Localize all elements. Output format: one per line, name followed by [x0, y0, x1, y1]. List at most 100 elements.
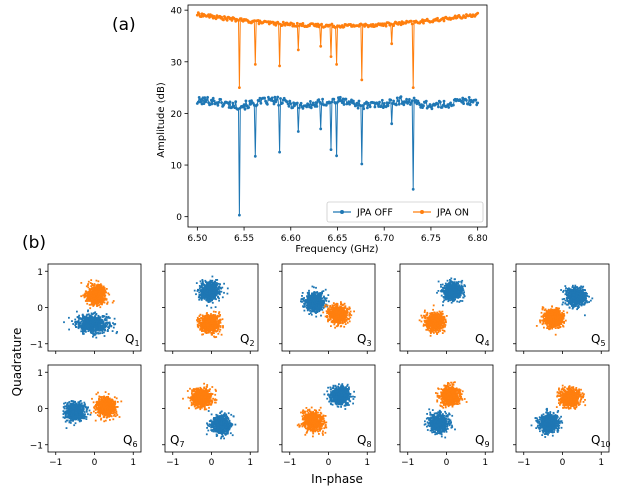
iq-point: [217, 332, 220, 335]
data-point: [332, 97, 336, 101]
iq-point: [198, 298, 201, 301]
data-point: [342, 25, 346, 29]
iq-point: [95, 336, 98, 339]
iq-point: [89, 307, 92, 310]
iq-point: [106, 301, 109, 304]
iq-point: [108, 293, 111, 296]
iq-point: [82, 327, 85, 330]
iq-point: [81, 313, 84, 316]
iq-point: [210, 318, 212, 321]
iq-point: [223, 282, 225, 285]
iq-point: [204, 327, 206, 329]
iq-point: [219, 319, 222, 321]
data-point: [380, 98, 384, 102]
iq-point: [103, 297, 106, 300]
iq-point: [208, 330, 211, 332]
series-jpa-on: [195, 11, 480, 89]
iq-point: [208, 292, 211, 295]
qubit-label: Q2: [240, 332, 255, 348]
iq-point: [211, 327, 214, 330]
iq-point: [341, 313, 344, 316]
panel-a-ytick-label: 40: [171, 7, 183, 17]
iq-point: [329, 305, 332, 307]
iq-point: [88, 318, 91, 321]
iq-point: [316, 308, 318, 310]
iq-point: [198, 318, 201, 321]
iq-point: [87, 286, 90, 289]
iq-point: [82, 315, 84, 318]
iq-point: [201, 330, 203, 332]
iq-point: [332, 311, 334, 313]
iq-point: [88, 289, 91, 292]
iq-point: [336, 303, 339, 305]
iq-point: [201, 333, 203, 336]
data-point: [206, 96, 210, 99]
data-point: [238, 86, 241, 89]
data-point: [287, 104, 291, 108]
iq-point: [327, 294, 330, 296]
data-point: [376, 102, 380, 106]
iq-point: [113, 323, 115, 326]
data-point: [408, 98, 411, 101]
iq-point: [92, 284, 95, 287]
iq-point: [218, 324, 220, 327]
data-point: [211, 96, 215, 100]
iq-point: [324, 304, 327, 306]
iq-point: [207, 323, 210, 326]
data-point: [352, 99, 355, 103]
data-point: [198, 100, 202, 104]
iq-point: [90, 285, 93, 288]
iq-point: [214, 294, 216, 297]
iq-point: [87, 283, 90, 285]
iq-point: [87, 291, 89, 294]
iq-point: [87, 310, 89, 313]
iq-point: [98, 325, 101, 328]
iq-point: [333, 304, 335, 307]
iq-point: [202, 286, 204, 289]
iq-point: [316, 299, 319, 302]
iq-point: [211, 324, 214, 327]
iq-point: [84, 290, 87, 293]
iq-point: [330, 325, 332, 327]
data-point: [442, 19, 446, 23]
iq-point: [212, 298, 215, 300]
iq-point: [340, 301, 342, 303]
iq-point: [93, 312, 95, 314]
iq-point: [218, 285, 221, 288]
data-point: [392, 99, 395, 103]
iq-point: [110, 325, 113, 328]
legend-label: JPA OFF: [356, 208, 393, 219]
iq-point: [95, 329, 98, 331]
data-point: [440, 106, 444, 109]
iq-point: [107, 322, 109, 324]
iq-point: [102, 315, 104, 318]
iq-point: [93, 325, 96, 328]
data-point: [396, 99, 400, 102]
iq-point: [218, 330, 221, 333]
iq-point: [343, 306, 346, 309]
iq-point: [346, 321, 349, 324]
iq-point: [94, 295, 97, 298]
iq-point: [83, 330, 85, 333]
iq-point: [199, 297, 202, 299]
subplot-ytick-label: −1: [30, 340, 43, 350]
iq-point: [93, 283, 96, 285]
iq-point: [218, 311, 221, 313]
data-point: [295, 101, 299, 105]
iq-point: [90, 329, 93, 331]
iq-point: [310, 298, 313, 301]
iq-point: [328, 300, 330, 303]
iq-point: [326, 316, 329, 319]
iq-point: [311, 295, 314, 298]
iq-point: [84, 325, 87, 328]
iq-point: [207, 284, 209, 286]
data-point: [397, 102, 401, 106]
iq-point: [92, 305, 95, 307]
iq-point: [96, 286, 98, 289]
iq-point: [80, 330, 83, 333]
iq-point: [206, 326, 209, 329]
data-point: [384, 24, 388, 28]
data-point: [330, 100, 334, 104]
qubit-label-subscript: 3: [366, 339, 371, 348]
iq-point: [99, 306, 102, 309]
